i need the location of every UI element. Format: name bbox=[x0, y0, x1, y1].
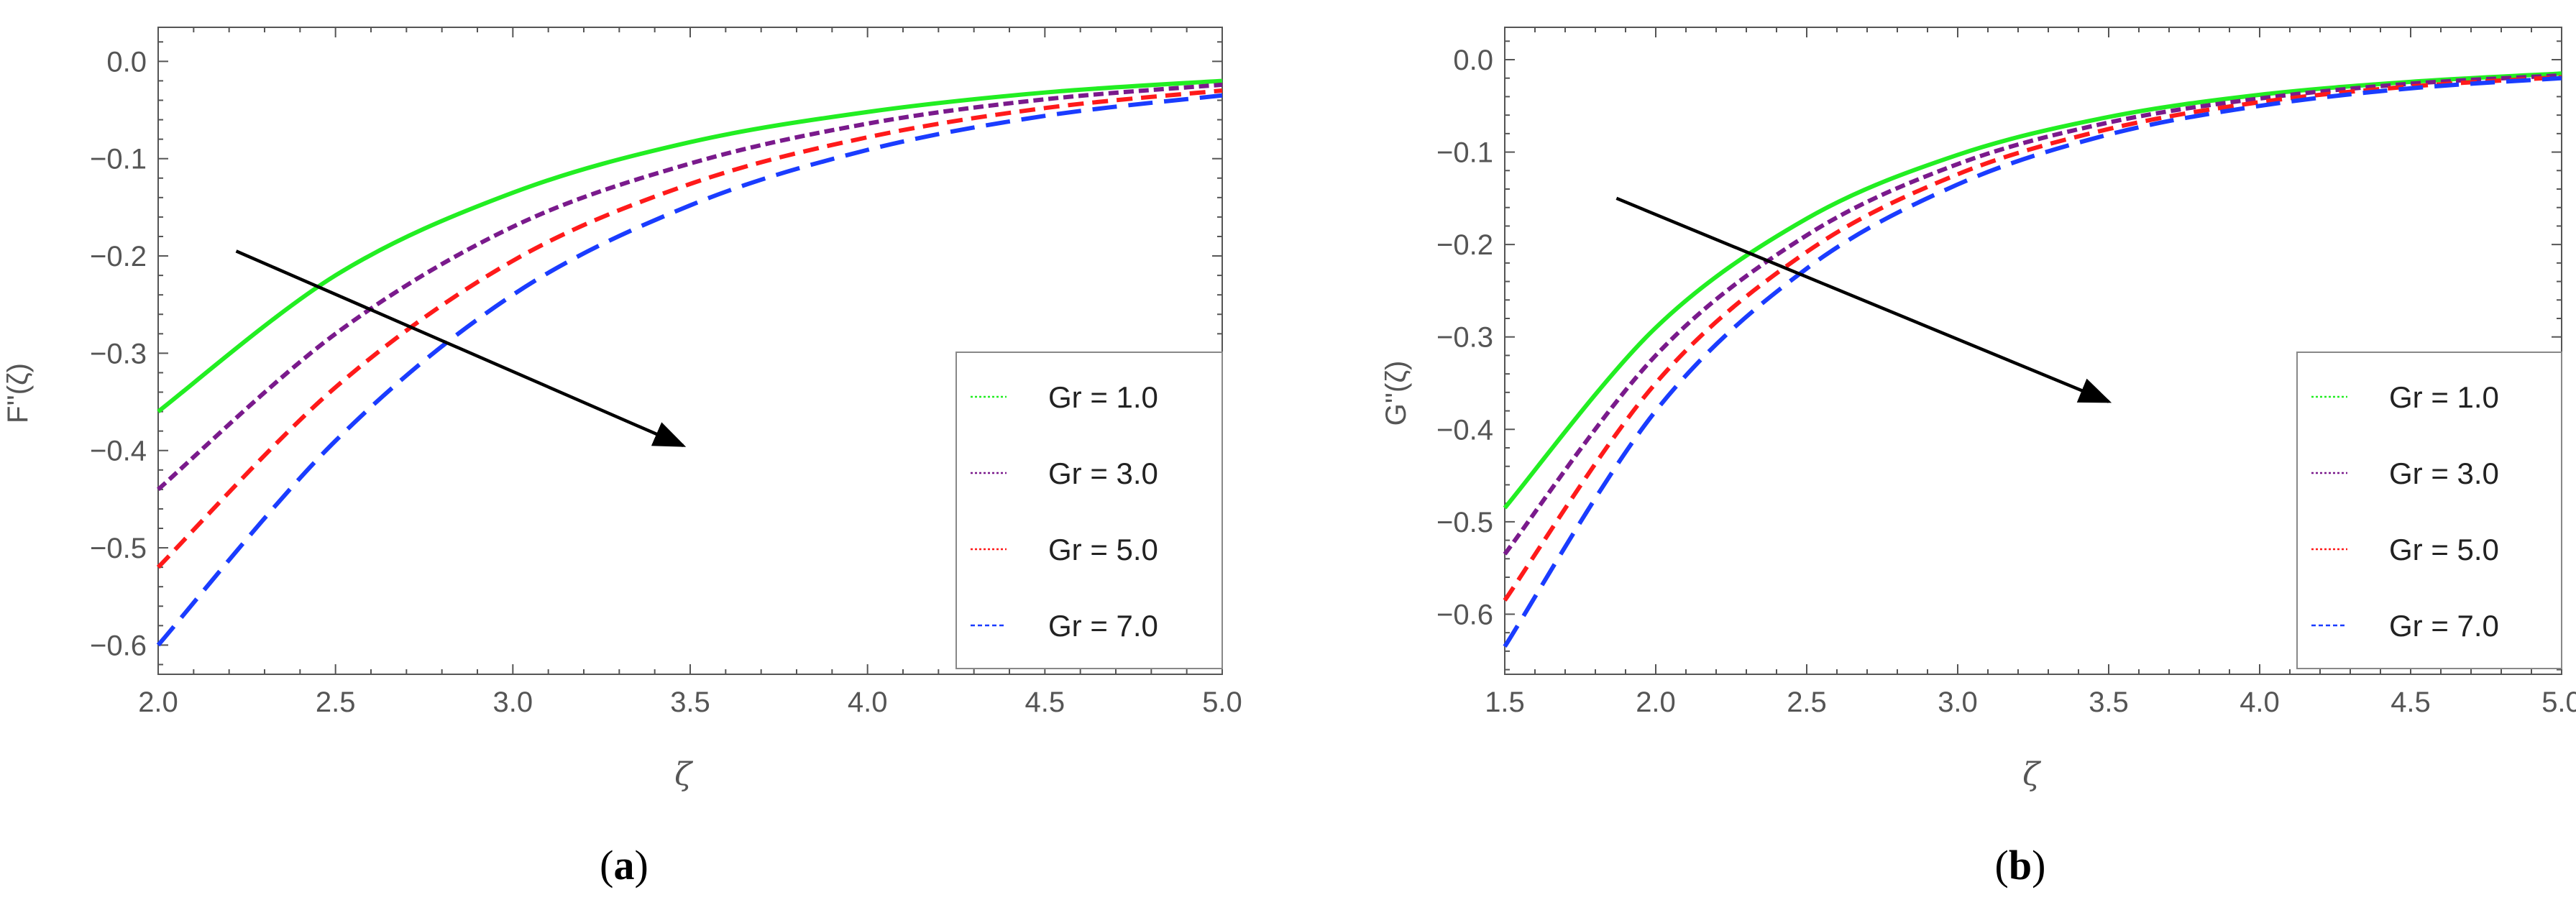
panel-b-xtick-label: 2.5 bbox=[1787, 687, 1827, 718]
panel-b-caption-label: b bbox=[2009, 842, 2032, 888]
panel-a-xtick-label: 4.0 bbox=[848, 687, 888, 718]
panel-a-xlabel: ζ bbox=[674, 756, 694, 793]
panel-a-plot: 2.0 2.5 3.0 3.5 4.0 4.5 5.0 0.0 −0.1 −0.2 −0.3 −0.4… bbox=[90, 27, 1242, 718]
panel-a-xtick-label: 4.5 bbox=[1025, 687, 1065, 718]
panel-b-xtick-label: 3.0 bbox=[1938, 687, 1978, 718]
panel-b: 1.5 2.0 2.5 3.0 3.5 4.0 4.5 5.0 0.0 −0.1 −0.2 −0.3 −… bbox=[1380, 27, 2576, 888]
panel-a-legend-label: Gr = 1.0 bbox=[1048, 380, 1158, 414]
panel-b-ytick-label: −0.3 bbox=[1436, 322, 1493, 354]
panel-a-ytick-label: 0.0 bbox=[106, 46, 147, 78]
panel-b-ylabel: G''(ζ) bbox=[1380, 361, 1412, 426]
panel-b-plot: 1.5 2.0 2.5 3.0 3.5 4.0 4.5 5.0 0.0 −0.1 −0.2 −0.3 −… bbox=[1436, 27, 2576, 718]
panel-b-xtick-label: 4.0 bbox=[2240, 687, 2280, 718]
panel-b-xlabel: ζ bbox=[2022, 756, 2042, 793]
panel-a-caption-open: ( bbox=[600, 842, 613, 888]
panel-b-ytick-label: −0.1 bbox=[1436, 137, 1493, 169]
panel-b-xtick-label: 2.0 bbox=[1636, 687, 1676, 718]
panel-a-xtick-label: 2.0 bbox=[138, 687, 178, 718]
panel-b-legend-box bbox=[2296, 352, 2562, 669]
panel-a-legend-label: Gr = 7.0 bbox=[1048, 609, 1158, 643]
panel-a-caption-close: ) bbox=[635, 842, 648, 888]
panel-a-caption-label: a bbox=[614, 842, 635, 888]
panel-a-series-line-gr-5 bbox=[156, 88, 1223, 569]
panel-b-caption-open: ( bbox=[1995, 842, 2009, 888]
panel-a-legend-box bbox=[955, 352, 1223, 669]
panel-a-legend-label: Gr = 3.0 bbox=[1048, 456, 1158, 490]
panel-b-caption-close: ) bbox=[2032, 842, 2045, 888]
panel-a-ytick-label: −0.5 bbox=[90, 533, 147, 564]
panel-b-frame bbox=[1504, 27, 2562, 675]
panel-b-legend-label: Gr = 5.0 bbox=[2389, 533, 2499, 566]
panel-b-series-line-gr-3 bbox=[1503, 73, 2562, 556]
panel-b-series-line-gr-7 bbox=[1503, 75, 2562, 648]
panel-a-legend-label: Gr = 5.0 bbox=[1048, 533, 1158, 566]
panel-a-xtick-label: 3.0 bbox=[493, 687, 533, 718]
panel-b-trend-arrow bbox=[1615, 196, 2112, 403]
panel-b-caption: (b) bbox=[1995, 842, 2046, 888]
panel-b-ytick-label: −0.2 bbox=[1436, 229, 1493, 261]
panel-b-ytick-label: −0.5 bbox=[1436, 507, 1493, 538]
panel-a-caption: (a) bbox=[600, 842, 648, 888]
panel-b-legend-label: Gr = 3.0 bbox=[2389, 456, 2499, 490]
panel-b-ytick-label: −0.6 bbox=[1436, 599, 1493, 630]
panel-b-ytick-label: −0.4 bbox=[1436, 414, 1493, 446]
panel-a: 2.0 2.5 3.0 3.5 4.0 4.5 5.0 0.0 −0.1 −0.2 −0.3 −0.4… bbox=[2, 27, 1242, 888]
panel-b-legend-label: Gr = 1.0 bbox=[2389, 380, 2499, 414]
panel-a-ytick-label: −0.6 bbox=[90, 630, 147, 661]
panel-b-ytick-label: 0.0 bbox=[1453, 45, 1493, 76]
panel-a-ytick-label: −0.1 bbox=[90, 144, 147, 175]
panel-a-ytick-label: −0.2 bbox=[90, 241, 147, 272]
panel-a-trend-arrow bbox=[235, 249, 687, 448]
panel-b-xtick-label: 4.5 bbox=[2391, 687, 2431, 718]
panel-a-ytick-label: −0.4 bbox=[90, 436, 147, 467]
panel-a-series-line-gr-1 bbox=[157, 78, 1223, 413]
panel-a-series-line-gr-7 bbox=[156, 93, 1223, 647]
panel-b-series-line-gr-5 bbox=[1503, 75, 2562, 602]
panel-b-legend-label: Gr = 7.0 bbox=[2389, 609, 2499, 643]
panel-b-xtick-label: 1.5 bbox=[1485, 687, 1525, 718]
panel-b-xtick-label: 3.5 bbox=[2089, 687, 2129, 718]
panel-a-xtick-label: 2.5 bbox=[316, 687, 356, 718]
panel-b-series-line-gr-1 bbox=[1503, 71, 2562, 510]
panel-a-ytick-label: −0.3 bbox=[90, 338, 147, 369]
panel-a-ylabel: F''(ζ) bbox=[2, 363, 34, 423]
panel-a-xtick-label: 5.0 bbox=[1202, 687, 1242, 718]
panel-b-xtick-label: 5.0 bbox=[2541, 687, 2576, 718]
panel-a-xtick-label: 3.5 bbox=[670, 687, 710, 718]
